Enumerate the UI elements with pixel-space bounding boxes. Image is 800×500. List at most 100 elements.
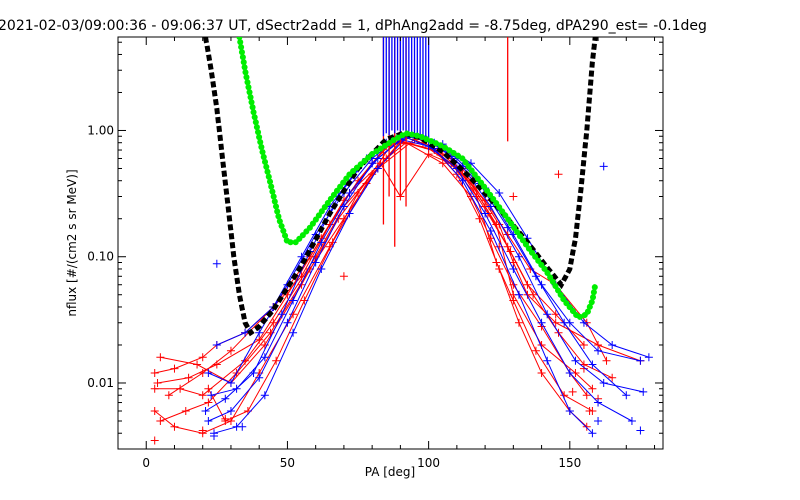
data-point-marker <box>594 416 603 425</box>
series-black-fit <box>203 37 598 337</box>
data-point-marker <box>311 258 320 267</box>
x-tick-label: 0 <box>142 456 150 470</box>
data-point-marker <box>156 353 165 362</box>
series-blue-anchor <box>204 132 645 387</box>
data-point-marker <box>644 353 653 362</box>
series-line <box>207 140 613 422</box>
data-point-marker <box>289 328 298 337</box>
data-point-marker <box>221 394 230 403</box>
x-axis-label: PA [deg] <box>365 465 415 479</box>
data-point-marker <box>543 310 552 319</box>
data-point-marker <box>475 214 484 223</box>
data-point-marker <box>153 378 162 387</box>
data-point-marker <box>156 416 165 425</box>
data-point-marker <box>226 406 235 415</box>
series-line <box>160 138 593 422</box>
data-point-marker <box>317 264 326 273</box>
data-point-marker <box>608 373 617 382</box>
data-point-marker <box>255 335 264 344</box>
data-point-marker <box>568 387 577 396</box>
data-point-marker <box>226 346 235 355</box>
data-point-marker <box>283 318 292 327</box>
data-point-marker <box>588 429 597 438</box>
data-point-marker <box>565 368 574 377</box>
data-point-marker <box>198 391 207 400</box>
data-point-marker <box>150 368 159 377</box>
data-point-marker <box>170 364 179 373</box>
data-point-marker <box>249 368 258 377</box>
data-point-marker <box>537 318 546 327</box>
data-point-marker <box>585 406 594 415</box>
x-tick-label: 50 <box>280 456 295 470</box>
data-point-marker <box>551 310 560 319</box>
data-point-marker <box>204 398 213 407</box>
data-point-marker <box>514 290 523 299</box>
data-point-marker <box>204 368 213 377</box>
data-point-marker <box>608 340 617 349</box>
data-point-marker <box>594 398 603 407</box>
fit-curve-black <box>203 37 598 337</box>
data-point-marker <box>204 384 213 393</box>
data-point-marker <box>198 353 207 362</box>
data-point-marker <box>551 318 560 327</box>
series-line <box>211 135 644 396</box>
data-point-marker <box>560 318 569 327</box>
data-point-marker <box>492 258 501 267</box>
data-point-marker <box>277 310 286 319</box>
y-axis-label: nflux [#/(cm2 s sr MeV)] <box>65 169 79 316</box>
plot-frame <box>117 36 664 450</box>
data-point-marker <box>238 422 247 431</box>
data-point-marker <box>537 368 546 377</box>
data-point-marker <box>481 196 490 205</box>
data-point-marker <box>514 318 523 327</box>
data-point-marker <box>594 346 603 355</box>
data-point-marker <box>458 176 467 185</box>
data-point-marker <box>198 426 207 435</box>
y-tick-label: 1.00 <box>87 123 114 137</box>
data-point-marker <box>486 226 495 235</box>
data-point-marker <box>588 360 597 369</box>
data-point-marker <box>579 318 588 327</box>
data-point-marker <box>345 209 354 218</box>
fit-curve-green <box>236 37 599 322</box>
series-line <box>154 135 641 374</box>
data-point-marker <box>481 209 490 218</box>
data-point-marker <box>503 223 512 232</box>
data-point-marker <box>255 328 264 337</box>
data-point-marker <box>509 296 518 305</box>
data-point-marker <box>339 272 348 281</box>
data-point-marker <box>289 296 298 305</box>
series-line <box>208 138 633 422</box>
data-point-marker <box>207 391 216 400</box>
y-tick-label: 0.01 <box>87 376 114 390</box>
data-point-marker <box>565 406 574 415</box>
data-point-marker <box>204 416 213 425</box>
data-point-marker <box>269 318 278 327</box>
data-point-marker <box>272 356 281 365</box>
data-point-marker <box>514 252 523 261</box>
series-green-fit <box>236 37 599 322</box>
data-point-marker <box>260 391 269 400</box>
series-blue-outliers <box>210 162 645 441</box>
data-point-marker <box>531 346 540 355</box>
series-red-mid <box>153 150 588 387</box>
data-point-marker <box>297 252 306 261</box>
data-point-marker <box>509 264 518 273</box>
data-point-marker <box>226 378 235 387</box>
data-point-marker <box>506 247 515 256</box>
data-point-marker <box>345 188 354 197</box>
plot-area <box>150 37 653 445</box>
data-point-marker <box>373 154 382 163</box>
data-point-marker <box>627 416 636 425</box>
series-line <box>208 135 641 384</box>
data-point-marker <box>602 356 611 365</box>
data-point-marker <box>599 378 608 387</box>
x-tick-label: 150 <box>558 456 581 470</box>
data-point-marker <box>260 353 269 362</box>
data-point-marker <box>317 238 326 247</box>
data-point-marker <box>201 406 210 415</box>
data-point-marker <box>571 356 580 365</box>
data-point-marker <box>373 164 382 173</box>
y-tick-label: 0.10 <box>87 250 114 264</box>
